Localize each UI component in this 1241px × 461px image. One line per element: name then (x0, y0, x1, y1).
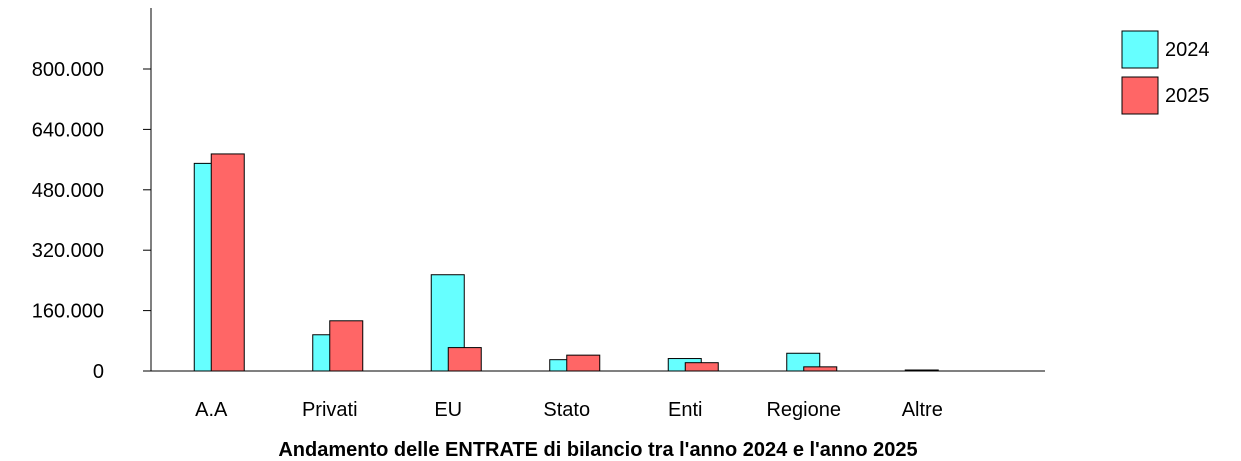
x-tick-label: Enti (668, 399, 702, 421)
legend-label-2024: 2024 (1165, 39, 1210, 61)
bar-2024-altre (904, 369, 939, 372)
legend: 2024 2025 (1121, 30, 1210, 115)
y-tick-label: 480.000 (32, 180, 104, 202)
y-tick-label: 320.000 (32, 240, 104, 262)
bar-2025-enti (684, 362, 719, 372)
x-tick-label: Privati (302, 399, 358, 421)
bar-2025-a-a (210, 153, 245, 372)
y-axis: 0 160.000 320.000 480.000 640.000 800.000 (32, 8, 152, 383)
y-tick-label: 160.000 (32, 301, 104, 323)
legend-label-2025: 2025 (1165, 85, 1210, 107)
bar-2025-eu (447, 347, 482, 372)
bar-2025-regione (803, 366, 838, 372)
x-tick-label: Stato (543, 399, 590, 421)
bar-2025-stato (566, 354, 601, 372)
x-axis: A.A Privati EU Stato Enti Regione Altre (151, 370, 1045, 421)
chart-title: Andamento delle ENTRATE di bilancio tra … (278, 439, 917, 461)
legend-swatch-2024 (1121, 30, 1159, 69)
x-tick-label: EU (434, 399, 462, 421)
bars (193, 153, 939, 372)
bar-2025-privati (329, 320, 364, 372)
y-tick-label: 640.000 (32, 119, 104, 141)
x-tick-label: A.A (195, 399, 228, 421)
y-tick-label: 800.000 (32, 59, 104, 81)
y-tick-label: 0 (93, 361, 104, 383)
x-tick-label: Altre (902, 399, 943, 421)
legend-swatch-2025 (1121, 76, 1159, 115)
x-tick-label: Regione (766, 399, 841, 421)
